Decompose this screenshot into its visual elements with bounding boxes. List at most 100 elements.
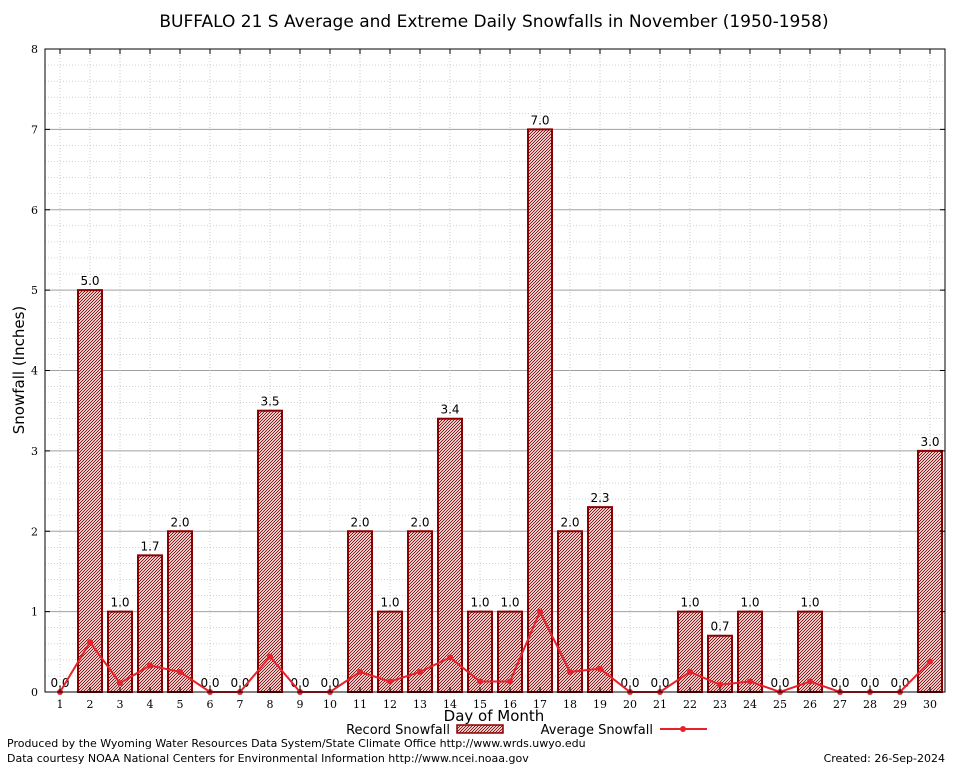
legend-average-label: Average Snowfall: [541, 723, 653, 738]
legend-record-label: Record Snowfall: [346, 723, 450, 738]
x-tick-label: 4: [147, 698, 154, 711]
x-tick-label: 25: [773, 698, 787, 711]
record-bar: [707, 634, 733, 693]
average-point: [417, 668, 423, 675]
bar-value-label: 3.0: [920, 435, 939, 449]
bar-value-label: 2.0: [350, 515, 369, 529]
y-tick-label: 1: [31, 606, 38, 619]
y-tick-label: 6: [31, 204, 38, 217]
bar-value-label: 2.0: [560, 515, 579, 529]
x-tick-label: 20: [623, 698, 637, 711]
x-tick-label: 15: [473, 698, 487, 711]
average-point: [267, 653, 273, 660]
y-tick-label: 8: [31, 43, 38, 56]
x-tick-label: 6: [207, 698, 214, 711]
x-tick-label: 2: [87, 698, 94, 711]
x-tick-label: 8: [267, 698, 274, 711]
x-tick-label: 17: [533, 698, 547, 711]
x-tick-label: 1: [57, 698, 64, 711]
average-point: [567, 668, 573, 675]
record-bar: [527, 128, 553, 693]
x-tick-label: 9: [297, 698, 304, 711]
x-tick-label: 21: [653, 698, 667, 711]
record-bar: [347, 530, 373, 693]
produced-by-note: Produced by the Wyoming Water Resources …: [7, 737, 586, 750]
y-tick-label: 3: [31, 445, 38, 458]
bar-value-label: 1.0: [110, 596, 129, 610]
average-point: [687, 668, 693, 675]
average-point: [507, 678, 513, 685]
y-tick-label: 0: [31, 686, 38, 699]
average-point: [447, 654, 453, 661]
bar-value-label: 1.0: [800, 596, 819, 610]
x-tick-label: 23: [713, 698, 727, 711]
bar-value-label: 0.0: [620, 676, 639, 690]
bar-value-label: 0.0: [200, 676, 219, 690]
x-tick-label: 13: [413, 698, 427, 711]
legend-record-swatch: [456, 724, 504, 734]
bar-value-label: 0.0: [770, 676, 789, 690]
record-bars: [77, 128, 943, 694]
average-point: [597, 665, 603, 672]
bar-value-label: 1.0: [470, 596, 489, 610]
x-tick-label: 11: [353, 698, 367, 711]
average-point: [117, 680, 123, 687]
x-tick-label: 27: [833, 698, 847, 711]
y-tick-label: 7: [31, 123, 38, 136]
record-bar: [917, 449, 943, 693]
average-point: [177, 668, 183, 675]
bar-value-label: 1.0: [680, 596, 699, 610]
x-tick-label: 3: [117, 698, 124, 711]
x-axis-label: Day of Month: [444, 707, 545, 725]
x-tick-label: 10: [323, 698, 337, 711]
bar-value-label: 2.3: [590, 491, 609, 505]
x-tick-label: 18: [563, 698, 577, 711]
average-point: [747, 678, 753, 685]
record-bar: [677, 610, 703, 693]
bar-value-label: 1.0: [740, 596, 759, 610]
average-point: [477, 678, 483, 685]
bar-value-label: 2.0: [410, 515, 429, 529]
x-tick-label: 14: [443, 698, 457, 711]
bar-value-label: 1.0: [500, 596, 519, 610]
record-bar: [107, 610, 133, 693]
average-point: [537, 608, 543, 615]
grid-lines: [45, 48, 945, 693]
average-point: [717, 681, 723, 688]
record-bar: [167, 530, 193, 693]
bar-value-label: 0.0: [320, 676, 339, 690]
average-point: [87, 639, 93, 646]
record-bar: [257, 409, 283, 693]
x-tick-label: 16: [503, 698, 517, 711]
record-bar: [437, 417, 463, 693]
y-tick-label: 2: [31, 525, 38, 538]
average-point: [357, 668, 363, 675]
bar-value-labels: 0.0 5.0 1.0 1.7 2.0 0.0 0.0 3.5 0.0 0.0 2.0 1.0 2.0 3…: [50, 113, 939, 690]
bar-value-label: 1.0: [380, 596, 399, 610]
average-point: [387, 678, 393, 685]
average-point: [807, 678, 813, 685]
y-tick-label: 4: [31, 365, 38, 378]
x-tick-label: 12: [383, 698, 397, 711]
record-bar: [557, 530, 583, 693]
bar-value-label: 1.7: [140, 539, 159, 553]
x-tick-label: 24: [743, 698, 757, 711]
bar-value-label: 2.0: [170, 515, 189, 529]
bar-value-label: 0.0: [50, 676, 69, 690]
created-date: Created: 26-Sep-2024: [823, 752, 945, 765]
y-axis-label: Snowfall (Inches): [10, 306, 28, 434]
plot-frame: [44, 48, 946, 693]
bar-value-label: 3.5: [260, 395, 279, 409]
x-tick-label: 7: [237, 698, 244, 711]
bar-value-label: 0.0: [830, 676, 849, 690]
x-tick-label: 5: [177, 698, 184, 711]
x-tick-label: 30: [923, 698, 937, 711]
average-point: [147, 662, 153, 669]
x-tick-label: 29: [893, 698, 907, 711]
bar-value-label: 0.0: [650, 676, 669, 690]
legend-average-marker: [680, 726, 686, 732]
bar-value-label: 3.4: [440, 403, 459, 417]
legend: Record Snowfall Average Snowfall: [346, 723, 707, 738]
x-tick-label: 26: [803, 698, 817, 711]
